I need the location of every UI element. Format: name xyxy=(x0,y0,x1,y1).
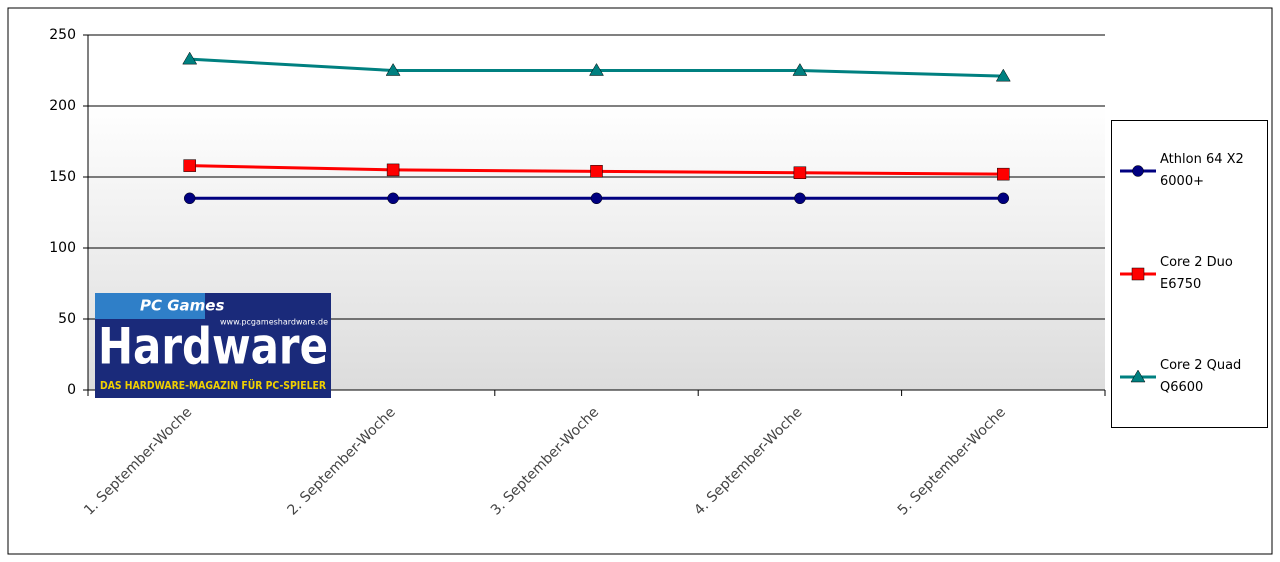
point xyxy=(183,192,196,205)
point xyxy=(386,163,400,177)
legend-entry: Core 2 Quad Q6600 xyxy=(1120,355,1260,399)
point xyxy=(1131,267,1145,281)
watermark: PC Games www.pcgameshardware.de Hardware… xyxy=(95,293,331,398)
point xyxy=(997,167,1010,181)
legend-label: Core 2 Duo E6750 xyxy=(1160,255,1233,292)
point xyxy=(1132,165,1144,177)
legend-icon xyxy=(1120,267,1156,281)
y-tick-label: 250 xyxy=(49,27,76,43)
logo-url: www.pcgameshardware.de xyxy=(220,318,328,327)
point xyxy=(1130,369,1146,383)
point xyxy=(794,192,806,205)
point xyxy=(590,192,603,205)
legend-label: Athlon 64 X2 6000+ xyxy=(1160,152,1244,189)
point xyxy=(589,63,604,76)
legend-entry: Core 2 Duo E6750 xyxy=(1120,252,1260,296)
point xyxy=(182,51,198,65)
y-tick-label: 150 xyxy=(49,169,76,185)
y-tick-label: 200 xyxy=(49,98,76,114)
legend-icon xyxy=(1120,165,1156,177)
point xyxy=(793,166,807,179)
logo-tagline: DAS HARDWARE-MAGAZIN FÜR PC-SPIELER xyxy=(100,378,326,392)
logo-band xyxy=(95,293,205,319)
point xyxy=(590,165,603,178)
point xyxy=(183,159,196,172)
logo-top: PC Games xyxy=(140,297,224,315)
point xyxy=(387,192,399,205)
point xyxy=(995,68,1011,82)
y-tick-label: 0 xyxy=(67,382,76,398)
legend-entry: Athlon 64 X2 6000+ xyxy=(1120,149,1260,193)
point xyxy=(997,192,1010,205)
point xyxy=(792,63,808,76)
legend-label: Core 2 Quad Q6600 xyxy=(1160,358,1242,395)
y-tick-label: 50 xyxy=(58,311,76,327)
legend: Athlon 64 X2 6000+ Core 2 Duo E6750 Core 2… xyxy=(1111,120,1268,428)
y-tick-label: 100 xyxy=(49,240,76,256)
point xyxy=(385,63,401,76)
legend-icon xyxy=(1120,369,1156,383)
series-layer xyxy=(182,51,1011,205)
logo-brand: Hardware xyxy=(98,318,328,376)
